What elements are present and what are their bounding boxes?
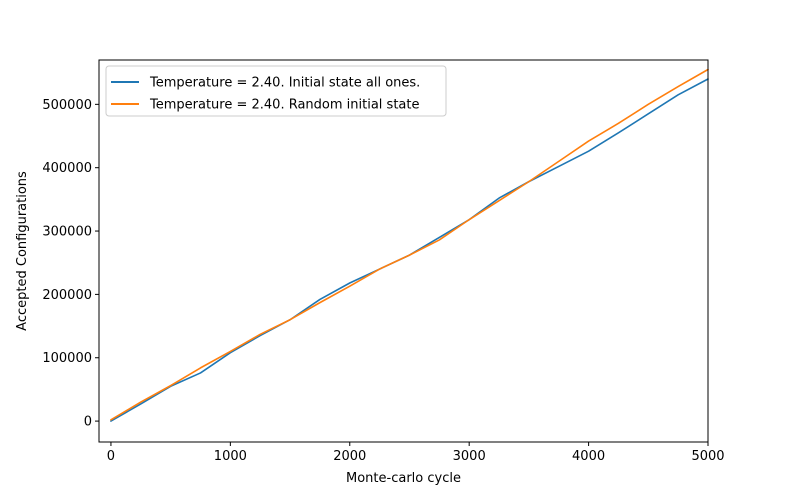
- tick-layer: 0 1000 2000 3000 4000 5000 0 100000 200000 300000…: [42, 98, 724, 464]
- x-tick-label: 3000: [453, 449, 486, 464]
- y-axis-label: Accepted Configurations: [15, 171, 30, 331]
- series-layer: [110, 68, 709, 422]
- x-tick-label: 4000: [572, 449, 605, 464]
- y-tick-label: 100000: [42, 351, 92, 366]
- legend-label-series-2: Temperature = 2.40. Random initial state: [149, 98, 419, 113]
- x-tick-label: 2000: [333, 449, 366, 464]
- y-tick-label: 300000: [42, 225, 92, 240]
- y-tick-label: 400000: [42, 161, 92, 176]
- x-axis-label: Monte-carlo cycle: [346, 471, 461, 486]
- x-tick-label: 0: [107, 449, 115, 464]
- x-tick-label: 1000: [214, 449, 247, 464]
- y-tick-label: 500000: [42, 98, 92, 113]
- legend-label-series-1: Temperature = 2.40. Initial state all on…: [149, 76, 420, 91]
- legend-box: [105, 65, 447, 117]
- plot-area-frame: [98, 59, 709, 443]
- series-line-2: [110, 68, 709, 421]
- y-tick-label: 200000: [42, 288, 92, 303]
- legend: Temperature = 2.40. Initial state all on…: [105, 65, 447, 117]
- y-tick-label: 0: [84, 415, 92, 430]
- x-tick-label: 5000: [691, 449, 724, 464]
